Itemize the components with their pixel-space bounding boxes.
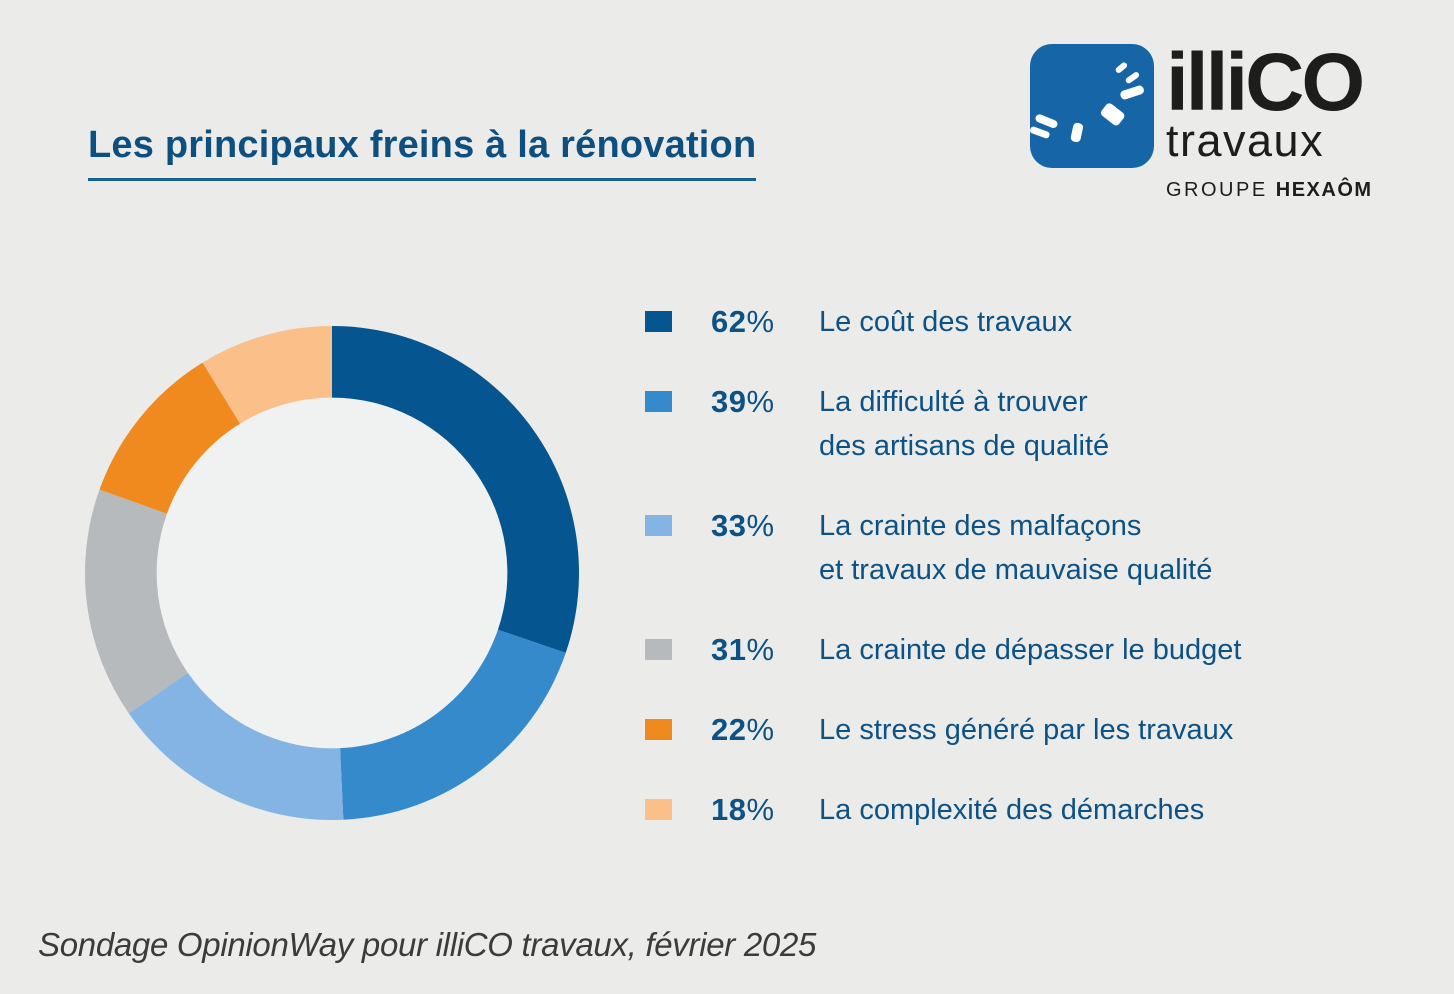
brand-group-name: HEXAÔM [1275, 179, 1373, 202]
legend-value: 62% [711, 304, 775, 339]
brand-name: illiCO [1166, 37, 1365, 128]
page-title: Les principaux freins à la rénovation [88, 124, 757, 181]
legend-value: 18% [711, 792, 775, 827]
brand-group-prefix: GROUPE [1166, 179, 1268, 202]
legend-label: La difficulté à trouver des artisans de q… [819, 386, 1110, 462]
donut-segment-22pct [99, 362, 241, 514]
legend-swatch [645, 639, 672, 660]
donut-segment-31pct [85, 489, 188, 714]
chart-legend: 62% Le coût des travaux 39% La difficulté à… [645, 300, 1345, 832]
legend-row: 18% La complexité des démarches [645, 788, 1345, 832]
legend-row: 22% Le stress généré par les travaux [645, 708, 1345, 752]
donut-segment-39pct [340, 629, 566, 820]
legend-label: La complexité des démarches [819, 794, 1205, 826]
brand-subname: travaux [1166, 114, 1325, 166]
legend-value: 22% [711, 712, 775, 747]
donut-chart [85, 326, 579, 820]
legend-label: Le stress généré par les travaux [819, 714, 1234, 746]
donut-segment-33pct [128, 672, 344, 820]
legend-swatch [645, 799, 672, 820]
legend-swatch [645, 719, 672, 740]
legend-label: Le coût des travaux [819, 306, 1073, 338]
legend-row: 33% La crainte des malfaçons et travaux de… [645, 504, 1345, 592]
legend-label: La crainte de dépasser le budget [819, 634, 1242, 666]
donut-segment-18pct [202, 326, 332, 424]
legend-swatch [645, 311, 672, 332]
donut-hole [156, 397, 508, 749]
brand-logo: illiCO travaux GROUPE HEXAÔM [1030, 37, 1373, 202]
legend-row: 39% La difficulté à trouver des artisans d… [645, 380, 1345, 468]
legend-value: 31% [711, 632, 775, 667]
source-caption: Sondage OpinionWay pour illiCO travaux, … [38, 926, 817, 963]
donut-segment-62pct [332, 326, 579, 653]
legend-swatch [645, 391, 672, 412]
legend-swatch [645, 515, 672, 536]
legend-value: 33% [711, 508, 775, 543]
legend-row: 31% La crainte de dépasser le budget [645, 628, 1345, 672]
legend-row: 62% Le coût des travaux [645, 300, 1345, 344]
legend-label: La crainte des malfaçons et travaux de ma… [819, 510, 1213, 586]
legend-value: 39% [711, 384, 775, 419]
brand-text: illiCO travaux GROUPE HEXAÔM [1166, 37, 1373, 202]
illico-logo-icon [1030, 44, 1154, 168]
brand-group-line: GROUPE HEXAÔM [1166, 179, 1373, 202]
